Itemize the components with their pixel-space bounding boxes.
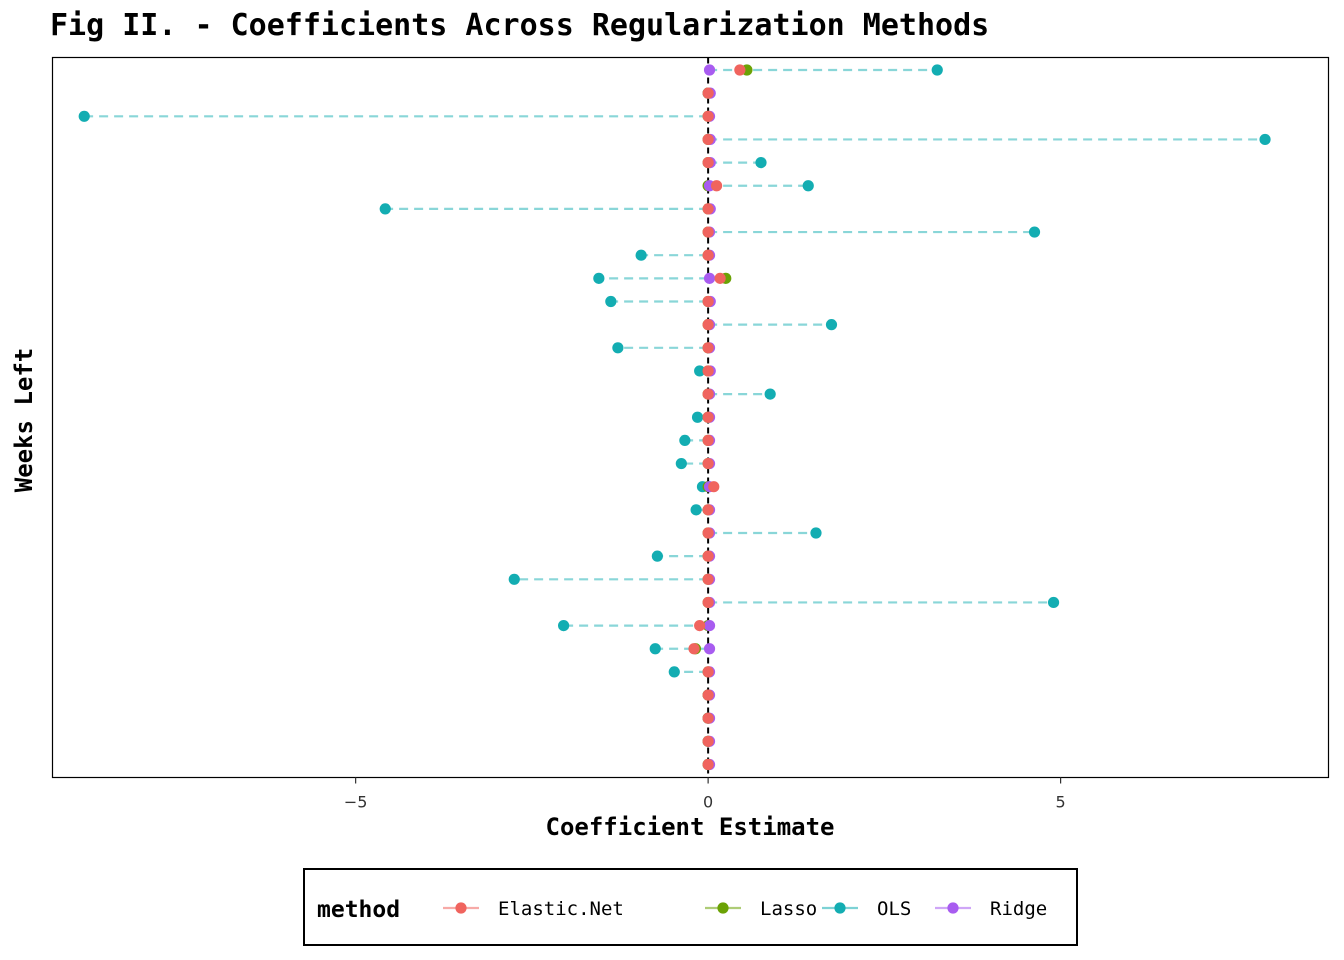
elastic-net-point [734, 64, 746, 76]
elastic-net-point [694, 620, 706, 632]
elastic-net-point [708, 481, 720, 493]
elastic-net-point [702, 434, 714, 446]
ols-point [764, 388, 776, 400]
chart-title: Fig II. - Coefficients Across Regulariza… [50, 8, 989, 43]
legend-key-point-ols [834, 902, 846, 914]
x-tick-label: −5 [344, 793, 368, 812]
elastic-net-point [702, 342, 714, 354]
legend-title: method [317, 897, 400, 923]
ols-point [593, 272, 605, 284]
elastic-net-point [702, 226, 714, 238]
legend-key-point-lasso [717, 902, 729, 914]
ols-point [605, 295, 617, 308]
ols-point [675, 457, 687, 470]
data-points [78, 64, 1271, 771]
elastic-net-point [702, 735, 714, 747]
legend: method Elastic.Net Lasso OLS Ridge [303, 868, 1078, 946]
elastic-net-point [702, 666, 714, 678]
ols-point [802, 180, 814, 192]
x-tick-label: 5 [1056, 793, 1066, 812]
elastic-net-point [702, 295, 714, 308]
y-axis-title: Weeks Left [10, 348, 38, 493]
ols-point [1259, 133, 1271, 146]
ridge-point [703, 64, 716, 76]
ridge-point [703, 272, 716, 284]
legend-label-elastic-net: Elastic.Net [498, 898, 624, 920]
elastic-net-point [702, 319, 714, 331]
elastic-net-point [702, 87, 714, 99]
elastic-net-point [702, 573, 714, 585]
x-axis-title: Coefficient Estimate [546, 813, 835, 841]
legend-label-ridge: Ridge [990, 898, 1047, 920]
ols-point [690, 504, 702, 516]
legend-label-lasso: Lasso [760, 898, 817, 920]
ols-point [379, 203, 391, 215]
legend-key-point-ridge [947, 902, 959, 914]
ols-point [679, 434, 691, 446]
x-axis-ticks: −5 0 5 [344, 777, 1066, 812]
elastic-net-point [702, 203, 714, 215]
ols-point [825, 319, 838, 331]
elastic-net-point [710, 180, 723, 192]
elastic-net-point [702, 550, 714, 562]
ols-point [1047, 596, 1060, 609]
elastic-net-point [702, 758, 714, 771]
ols-point [1028, 226, 1041, 238]
ols-point [635, 249, 647, 261]
ols-point [508, 573, 520, 585]
ols-point [755, 157, 767, 169]
elastic-net-point [702, 457, 714, 470]
elastic-net-point [702, 712, 714, 724]
elastic-net-point [688, 643, 700, 655]
elastic-net-point [702, 110, 714, 122]
ols-point [694, 365, 706, 377]
ols-point [668, 666, 680, 678]
plot-panel-border [51, 56, 1330, 779]
elastic-net-point [702, 249, 714, 261]
elastic-net-point [702, 365, 714, 377]
elastic-net-point [702, 596, 714, 609]
elastic-net-point [702, 689, 714, 701]
elastic-net-point [702, 388, 714, 400]
legend-items: Elastic.Net Lasso OLS Ridge [443, 898, 1047, 920]
elastic-net-point [702, 157, 714, 169]
elastic-net-point [702, 527, 714, 539]
ridge-point [703, 620, 716, 632]
ols-point [931, 64, 943, 76]
ridge-point [703, 643, 716, 655]
elastic-net-point [702, 411, 714, 423]
ols-point [651, 550, 663, 562]
ols-segments [84, 68, 1266, 674]
ols-point [612, 342, 624, 354]
x-tick-label: 0 [703, 793, 713, 812]
ols-point [558, 620, 570, 632]
elastic-net-point [702, 504, 714, 516]
ols-point [78, 110, 90, 122]
elastic-net-point [714, 272, 726, 284]
ols-point [810, 527, 822, 539]
legend-key-point-elastic-net [455, 902, 467, 914]
ols-point [649, 643, 661, 655]
elastic-net-point [702, 133, 714, 146]
legend-label-ols: OLS [877, 898, 911, 920]
ols-point [691, 411, 704, 423]
